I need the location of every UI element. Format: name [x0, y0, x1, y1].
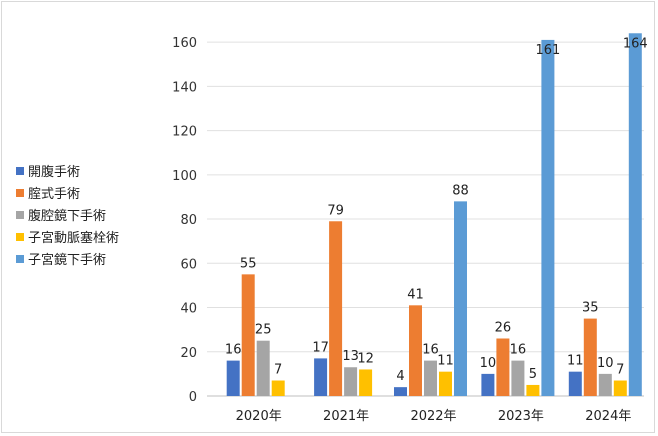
- data-label: 10: [480, 356, 497, 371]
- y-tick-label: 60: [180, 257, 197, 272]
- x-tick-label: 2024年: [585, 409, 631, 424]
- data-label: 11: [437, 354, 454, 369]
- data-label: 26: [495, 320, 512, 335]
- legend-label: 子宮鏡下手術: [28, 252, 106, 268]
- legend-swatch: [16, 167, 24, 175]
- bar-3-2: [511, 360, 525, 396]
- gridlines: [207, 41, 644, 397]
- data-label: 164: [623, 36, 648, 51]
- bar-4-2: [598, 373, 612, 396]
- data-label: 161: [535, 43, 560, 58]
- x-tick-label: 2022年: [410, 409, 456, 424]
- x-tick-label: 2021年: [323, 409, 369, 424]
- bar-1-0: [314, 358, 328, 396]
- legend-label: 腹腔鏡下手術: [28, 208, 106, 224]
- data-labels: 1655257177913124411611881026165161113510…: [225, 36, 648, 384]
- y-tick-label: 20: [180, 346, 197, 361]
- bar-1-1: [329, 221, 343, 396]
- data-label: 88: [452, 183, 469, 198]
- bar-4-1: [583, 318, 597, 396]
- y-axis: 0 20 40 60 80 100 120 140 160: [172, 36, 197, 405]
- data-label: 7: [616, 363, 624, 378]
- bar-2-4: [454, 201, 467, 396]
- y-tick-label: 0: [189, 390, 197, 405]
- bars: [226, 33, 642, 396]
- data-label: 11: [567, 354, 584, 369]
- bar-1-2: [344, 367, 358, 396]
- x-tick-label: 2020年: [236, 409, 282, 424]
- data-label: 5: [529, 367, 537, 382]
- y-tick-label: 80: [180, 213, 197, 228]
- y-tick-label: 160: [172, 36, 197, 51]
- legend-swatch: [16, 211, 24, 219]
- data-label: 4: [396, 369, 404, 384]
- data-label: 13: [342, 349, 359, 364]
- legend-swatch: [16, 189, 24, 197]
- data-label: 7: [274, 363, 282, 378]
- bar-3-3: [526, 384, 540, 396]
- bar-3-1: [496, 338, 510, 396]
- bar-3-0: [481, 373, 495, 396]
- data-label: 35: [582, 301, 599, 316]
- bar-2-0: [394, 387, 407, 396]
- bar-0-3: [271, 380, 285, 396]
- data-label: 10: [597, 356, 614, 371]
- data-label: 16: [510, 343, 527, 358]
- data-label: 16: [422, 343, 439, 358]
- data-label: 41: [407, 287, 424, 302]
- bar-0-0: [226, 360, 240, 396]
- data-label: 79: [327, 203, 344, 218]
- x-tick-label: 2023年: [498, 409, 544, 424]
- data-label: 16: [225, 343, 242, 358]
- y-tick-label: 120: [172, 125, 197, 140]
- y-tick-label: 100: [172, 169, 197, 184]
- bar-4-4: [628, 33, 642, 396]
- bar-0-2: [256, 340, 270, 396]
- legend-swatch: [16, 233, 24, 241]
- bar-1-3: [359, 369, 373, 396]
- legend-swatch: [16, 255, 24, 263]
- data-label: 12: [357, 351, 374, 366]
- data-label: 17: [312, 340, 329, 355]
- bar-4-0: [568, 371, 582, 396]
- bar-2-1: [409, 305, 422, 396]
- legend-label: 子宮動脈塞栓術: [28, 230, 119, 246]
- y-tick-label: 140: [172, 80, 197, 95]
- legend-label: 腟式手術: [28, 186, 80, 202]
- y-tick-label: 40: [180, 302, 197, 317]
- data-label: 25: [255, 323, 272, 338]
- data-label: 55: [240, 256, 257, 271]
- bar-0-1: [241, 274, 255, 396]
- x-axis: 2020年 2021年 2022年 2023年 2024年: [236, 409, 632, 424]
- bar-3-4: [541, 39, 555, 396]
- bar-2-2: [424, 360, 437, 396]
- bar-2-3: [439, 371, 452, 396]
- legend-label: 開腹手術: [28, 164, 80, 180]
- bar-4-3: [613, 380, 627, 396]
